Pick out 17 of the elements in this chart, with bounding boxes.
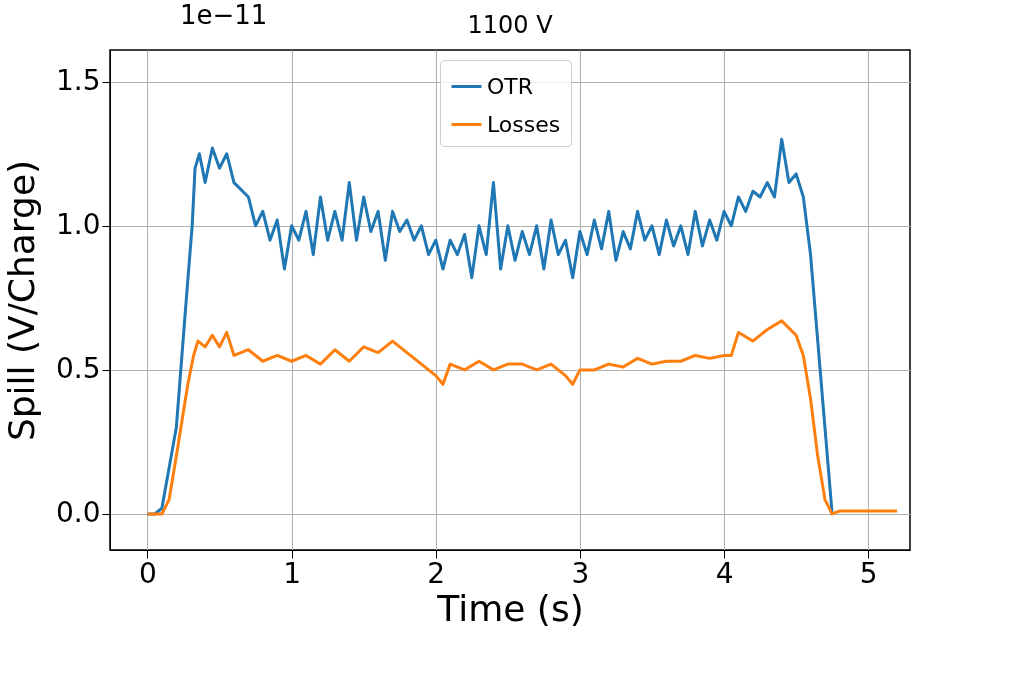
x-tick-label: 5 xyxy=(859,556,878,590)
x-tick-label: 2 xyxy=(427,556,446,590)
y-tick-label: 1.0 xyxy=(55,208,101,242)
chart-title: 1100 V xyxy=(467,11,554,39)
y-tick-label: 0.5 xyxy=(55,352,101,386)
text: 1e−11 xyxy=(180,0,268,30)
legend-label: OTR xyxy=(487,73,534,99)
legend-label: Losses xyxy=(487,111,561,137)
y-tick-label: 1.5 xyxy=(55,64,101,98)
x-tick-label: 4 xyxy=(715,556,734,590)
y-tick-label: 0.0 xyxy=(55,496,101,530)
y-axis-title: Spill (V/Charge) xyxy=(0,159,42,442)
line-series xyxy=(145,319,899,516)
x-tick-label: 1 xyxy=(283,556,302,590)
x-tick-label: 3 xyxy=(571,556,590,590)
x-axis-title: Time (s) xyxy=(436,587,584,629)
x-tick-label: 0 xyxy=(139,556,157,590)
